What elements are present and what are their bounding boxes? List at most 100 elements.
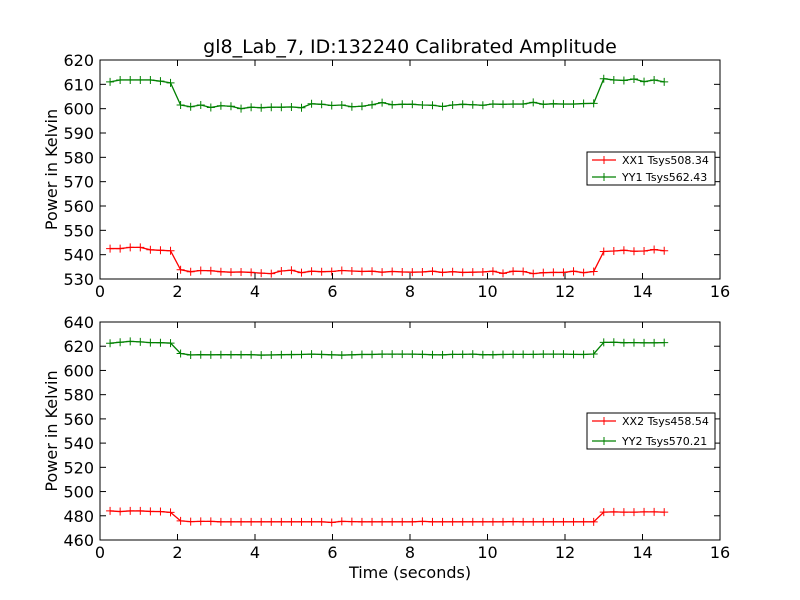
- data-point: [619, 508, 628, 517]
- data-point: [226, 268, 235, 277]
- data-point: [146, 507, 155, 516]
- data-point: [237, 104, 246, 113]
- data-point: [257, 103, 266, 112]
- data-point: [247, 103, 256, 112]
- data-point: [126, 337, 135, 346]
- data-point: [317, 267, 326, 276]
- data-point: [226, 350, 235, 359]
- data-point: [499, 269, 507, 278]
- legend-marker: [600, 437, 608, 445]
- x-tick-label: 12: [555, 543, 575, 562]
- data-point: [458, 350, 467, 359]
- data-point: [237, 350, 246, 359]
- data-point: [549, 268, 558, 277]
- data-point: [629, 74, 638, 83]
- y-tick-label: 500: [63, 483, 94, 502]
- y-tick-label: 640: [63, 313, 94, 332]
- data-point: [166, 246, 175, 255]
- data-point: [448, 267, 457, 276]
- legend-marker: [600, 173, 608, 181]
- data-point: [559, 350, 568, 359]
- data-point: [438, 517, 447, 526]
- data-point: [660, 77, 669, 86]
- data-point: [196, 101, 205, 110]
- data-point: [257, 269, 266, 278]
- data-point: [569, 100, 578, 109]
- data-point: [499, 517, 507, 526]
- x-tick-label: 2: [172, 282, 182, 301]
- data-point: [166, 339, 175, 348]
- data-point: [408, 350, 417, 359]
- data-point: [156, 507, 165, 516]
- data-point: [378, 350, 387, 359]
- data-point: [458, 268, 467, 277]
- data-point: [589, 349, 598, 358]
- data-point: [609, 507, 618, 516]
- data-point: [589, 267, 598, 276]
- data-point: [519, 517, 528, 526]
- data-point: [599, 247, 608, 256]
- data-point: [488, 350, 497, 359]
- data-point: [327, 350, 336, 359]
- data-point: [650, 507, 659, 516]
- data-point: [277, 517, 286, 526]
- data-point: [347, 102, 356, 111]
- data-point: [539, 350, 548, 359]
- data-point: [478, 350, 487, 359]
- data-point: [629, 247, 638, 256]
- data-point: [257, 351, 266, 360]
- data-point: [186, 102, 195, 111]
- data-point: [146, 245, 155, 254]
- x-tick-label: 16: [710, 282, 730, 301]
- data-point: [216, 267, 225, 276]
- y-tick-label: 560: [63, 410, 94, 429]
- data-point: [347, 517, 356, 526]
- data-point: [357, 267, 366, 276]
- x-axis-title: Time (seconds): [348, 563, 471, 582]
- data-point: [579, 517, 588, 526]
- data-point: [619, 246, 628, 255]
- data-point: [438, 350, 447, 359]
- x-tick-label: 0: [95, 282, 105, 301]
- data-point: [106, 506, 115, 515]
- data-point: [297, 103, 306, 112]
- x-tick-label: 6: [327, 282, 337, 301]
- data-point: [378, 517, 387, 526]
- x-tick-label: 14: [632, 282, 652, 301]
- data-point: [126, 506, 135, 515]
- x-tick-label: 10: [477, 282, 497, 301]
- y-tick-label: 540: [63, 246, 94, 265]
- data-point: [388, 100, 397, 109]
- data-point: [226, 102, 235, 111]
- data-point: [408, 100, 417, 109]
- data-point: [509, 350, 518, 359]
- data-point: [226, 517, 235, 526]
- x-tick-label: 6: [327, 543, 337, 562]
- data-point: [589, 517, 598, 526]
- data-point: [287, 517, 296, 526]
- data-point: [458, 100, 467, 109]
- data-point: [186, 267, 195, 276]
- y-tick-label: 580: [63, 386, 94, 405]
- data-point: [196, 266, 205, 275]
- data-point: [640, 247, 649, 256]
- y-tick-label: 610: [63, 75, 94, 94]
- data-point: [146, 338, 155, 347]
- y-tick-label: 550: [63, 221, 94, 240]
- data-point: [126, 75, 135, 84]
- data-point: [317, 517, 326, 526]
- data-point: [599, 338, 608, 347]
- data-point: [629, 338, 638, 347]
- data-point: [529, 350, 538, 359]
- data-point: [509, 100, 518, 109]
- data-point: [438, 102, 447, 111]
- data-point: [549, 517, 558, 526]
- data-point: [468, 268, 477, 277]
- y-tick-label: 600: [63, 100, 94, 119]
- legend-box: [586, 412, 716, 450]
- data-point: [448, 517, 457, 526]
- data-point: [196, 517, 205, 526]
- data-point: [519, 350, 528, 359]
- data-point: [650, 338, 659, 347]
